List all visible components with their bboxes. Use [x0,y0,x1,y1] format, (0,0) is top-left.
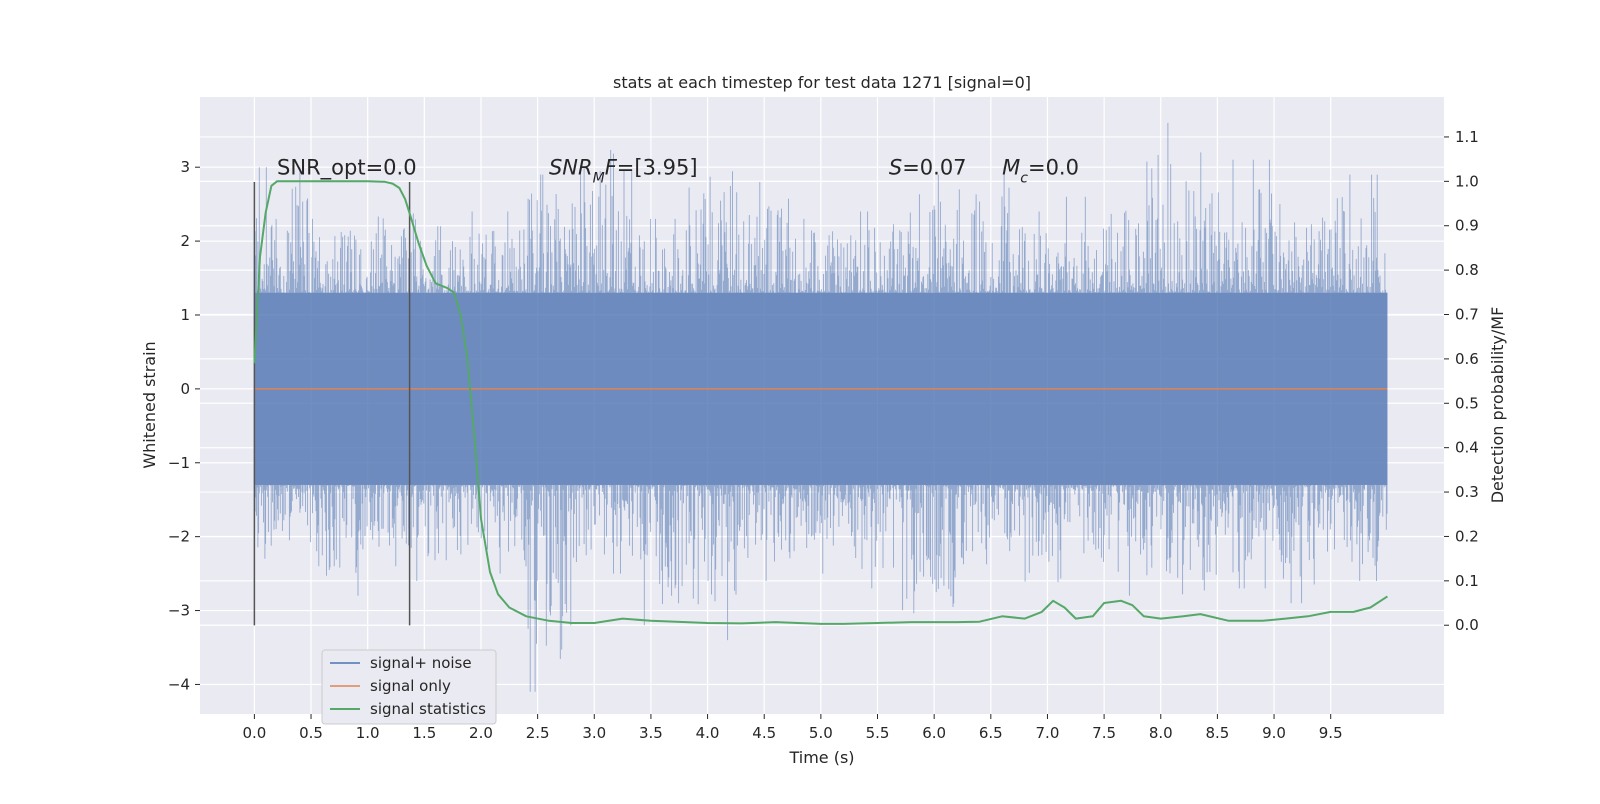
legend-box [321,649,497,725]
y-right-tick-label: 0.9 [1455,217,1479,235]
x-tick-labels: 0.0 0.5 1.0 1.5 2.0 2.5 3.0 3.5 4.0 4.5 5.0 5.5 6.0 6… [242,714,1343,742]
y-tick-label: 3 [180,158,190,176]
legend-label-statistics: signal statistics [370,700,486,718]
annotation-run: =0.07 [902,156,966,180]
y-axis-label-right: Detection probability/MF [1488,307,1507,504]
legend-label-noise: signal+ noise [370,654,472,672]
x-tick-label: 8.5 [1205,724,1229,742]
x-tick-label: 0.5 [299,724,323,742]
x-tick-label: 2.5 [526,724,550,742]
y-right-tick-label: 1.0 [1455,172,1479,190]
y-axis-label-left: Whitened strain [140,341,159,468]
statistics-series [253,180,1388,625]
annotation-text: SNRMF=[3.95] [549,156,698,187]
y-right-tick-label: 0.2 [1455,527,1479,545]
x-tick-label: 9.5 [1319,724,1343,742]
x-tick-label: 9.0 [1262,724,1286,742]
x-tick-label: 4.0 [696,724,720,742]
annotation-run: M [593,171,605,187]
y-right-tick-label: 0.1 [1455,572,1479,590]
x-tick-label: 7.5 [1092,724,1116,742]
y-right-tick-label: 0.4 [1455,439,1479,457]
x-tick-label: 5.5 [866,724,890,742]
y-tick-label: 0 [180,380,190,398]
x-tick-label: 8.0 [1149,724,1173,742]
y-tick-label: −2 [168,528,190,546]
annotation-text: SNR_opt=0.0 [277,156,417,181]
y-right-tick-label: 0.0 [1455,616,1479,634]
y-tick-label: 2 [180,232,190,250]
x-tick-label: 5.0 [809,724,833,742]
annotation-run: =0.0 [1028,156,1079,180]
x-tick-label: 0.0 [242,724,266,742]
x-tick-label: 3.5 [639,724,663,742]
y-right-tick-label: 0.6 [1455,350,1479,368]
annotation-run: M [1002,156,1020,180]
y-right-tick-label: 0.8 [1455,261,1479,279]
y-tick-label: −4 [168,675,190,693]
y-right-tick-label: 0.7 [1455,306,1479,324]
annotation-run: F [605,156,618,180]
annotations: SNR_opt=0.0 SNRMF=[3.95] S=0.07 Mc=0.0 [277,156,1079,187]
y-right-tick-label: 0.3 [1455,483,1479,501]
annotation-text: S=0.07 [889,156,967,180]
y-right-tick-labels: 0.0 0.1 0.2 0.3 0.4 0.5 0.6 0.7 0.8 0.9 1.0 1.1 [1444,128,1479,634]
x-tick-label: 4.5 [752,724,776,742]
annotation-run: =[3.95] [617,156,698,180]
y-right-tick-label: 1.1 [1455,128,1479,146]
annotation-text: Mc=0.0 [1002,156,1079,187]
x-tick-label: 2.0 [469,724,493,742]
x-tick-label: 1.0 [356,724,380,742]
annotation-run: c [1020,171,1028,187]
legend: signal+ noise signal only signal statist… [321,649,497,725]
x-tick-label: 7.0 [1036,724,1060,742]
y-tick-label: 1 [180,306,190,324]
chart-title: stats at each timestep for test data 127… [613,73,1031,92]
x-axis-label: Time (s) [788,748,854,767]
y-tick-label: −3 [168,602,190,620]
annotation-run: SNR_opt=0.0 [277,156,417,181]
annotation-run: SNR [549,156,593,180]
legend-label-signal: signal only [370,677,451,695]
y-left-tick-labels: −4 −3 −2 −1 0 1 2 3 [168,158,200,693]
y-tick-label: −1 [168,454,190,472]
x-tick-label: 6.5 [979,724,1003,742]
annotation-run: S [889,156,902,180]
x-tick-label: 3.0 [582,724,606,742]
x-tick-label: 6.0 [922,724,946,742]
vertical-markers [253,181,411,626]
y-right-tick-label: 0.5 [1455,394,1479,412]
statistics-line [253,180,1388,625]
x-tick-label: 1.5 [412,724,436,742]
